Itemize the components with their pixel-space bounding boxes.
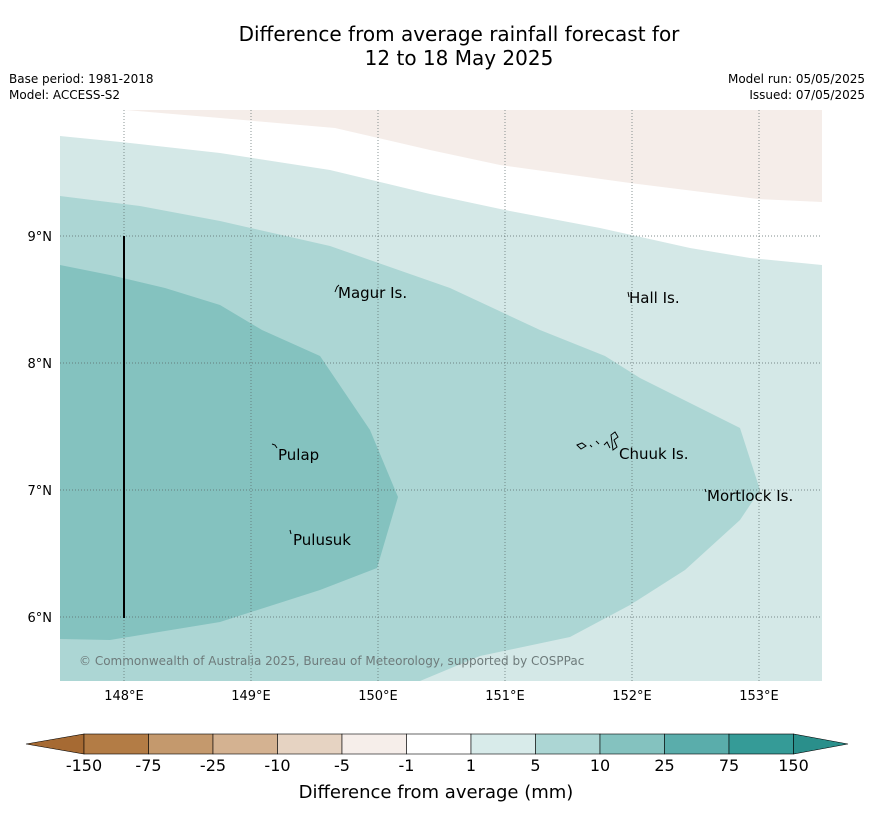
copyright-notice: © Commonwealth of Australia 2025, Bureau… — [79, 654, 584, 668]
meta-left: Base period: 1981-2018 Model: ACCESS-S2 — [9, 71, 154, 103]
colorbar-tick-label: -150 — [66, 756, 102, 775]
model-run: Model run: 05/05/2025 — [727, 72, 865, 86]
colorbar-segment — [664, 733, 730, 755]
colorbar-label: Difference from average (mm) — [299, 782, 574, 803]
map-panel: Magur Is. Hall Is. Pulap Chuuk Is. Mortl… — [60, 110, 822, 681]
colorbar-extend-low — [25, 733, 85, 755]
colorbar-segment — [212, 733, 278, 755]
zone-10-to-25 — [60, 265, 398, 640]
lon-label-151e: 151°E — [485, 689, 525, 704]
colorbar-tick-label: -75 — [135, 756, 161, 775]
colorbar-segment — [599, 733, 665, 755]
hall-island-outline — [627, 291, 630, 298]
colorbar-tick-label: -25 — [200, 756, 226, 775]
magur-island-outline — [334, 284, 340, 293]
lat-label-9n: 9°N — [28, 230, 53, 245]
lon-label-148e: 148°E — [104, 689, 144, 704]
colorbar-tick-label: 5 — [530, 756, 540, 775]
colorbar-extend-high — [793, 733, 849, 755]
colorbar-tick-label: 75 — [719, 756, 739, 775]
colorbar-tick-label: -1 — [399, 756, 415, 775]
lat-label-6n: 6°N — [28, 611, 53, 626]
title-line-2: 12 to 18 May 2025 — [364, 46, 554, 70]
base-period: Base period: 1981-2018 — [9, 72, 154, 86]
label-mortlock: Mortlock Is. — [707, 487, 793, 505]
label-pulap: Pulap — [278, 446, 319, 464]
colorbar-tick-label: 1 — [466, 756, 476, 775]
colorbar-segment — [341, 733, 407, 755]
colorbar-segment — [83, 733, 149, 755]
islands — [271, 284, 707, 535]
label-chuuk: Chuuk Is. — [619, 445, 688, 463]
lon-label-150e: 150°E — [358, 689, 398, 704]
colorbar: -150 -75 -25 -10 -5 -1 1 5 10 25 75 150 — [25, 733, 849, 775]
colorbar-segment — [406, 733, 472, 755]
mortlock-island-outline — [704, 488, 707, 493]
colorbar-tick-label: -5 — [334, 756, 350, 775]
lon-label-152e: 152°E — [612, 689, 652, 704]
colorbar-segment — [728, 733, 794, 755]
chart-title: Difference from average rainfall forecas… — [0, 22, 873, 70]
colorbar-tick-label: 25 — [654, 756, 674, 775]
lat-label-8n: 8°N — [28, 357, 53, 372]
pulap-island-outline — [271, 443, 278, 449]
longitude-labels: 148°E 149°E 150°E 151°E 152°E 153°E — [104, 689, 779, 704]
latitude-labels: 9°N 8°N 7°N 6°N — [28, 230, 53, 626]
label-pulusuk: Pulusuk — [293, 531, 351, 549]
issued-date: Issued: 07/05/2025 — [749, 88, 865, 102]
colorbar-tick-label: 10 — [590, 756, 610, 775]
colorbar-segment — [148, 733, 214, 755]
chuuk-islands-outline — [576, 431, 619, 451]
colorbar-segment — [470, 733, 536, 755]
model-name: Model: ACCESS-S2 — [9, 88, 121, 102]
meta-right: Model run: 05/05/2025 Issued: 07/05/2025 — [728, 71, 865, 103]
lon-label-153e: 153°E — [739, 689, 779, 704]
pulusuk-island-outline — [289, 529, 292, 535]
colorbar-tick-label: 150 — [778, 756, 809, 775]
lat-label-7n: 7°N — [28, 484, 53, 499]
colorbar-segment — [277, 733, 343, 755]
lon-label-149e: 149°E — [231, 689, 271, 704]
label-hall: Hall Is. — [629, 289, 680, 307]
title-line-1: Difference from average rainfall forecas… — [238, 22, 680, 46]
colorbar-tick-label: -10 — [264, 756, 290, 775]
zone-minus5-to-minus1 — [125, 110, 822, 202]
label-magur: Magur Is. — [338, 284, 407, 302]
colorbar-segment — [535, 733, 601, 755]
